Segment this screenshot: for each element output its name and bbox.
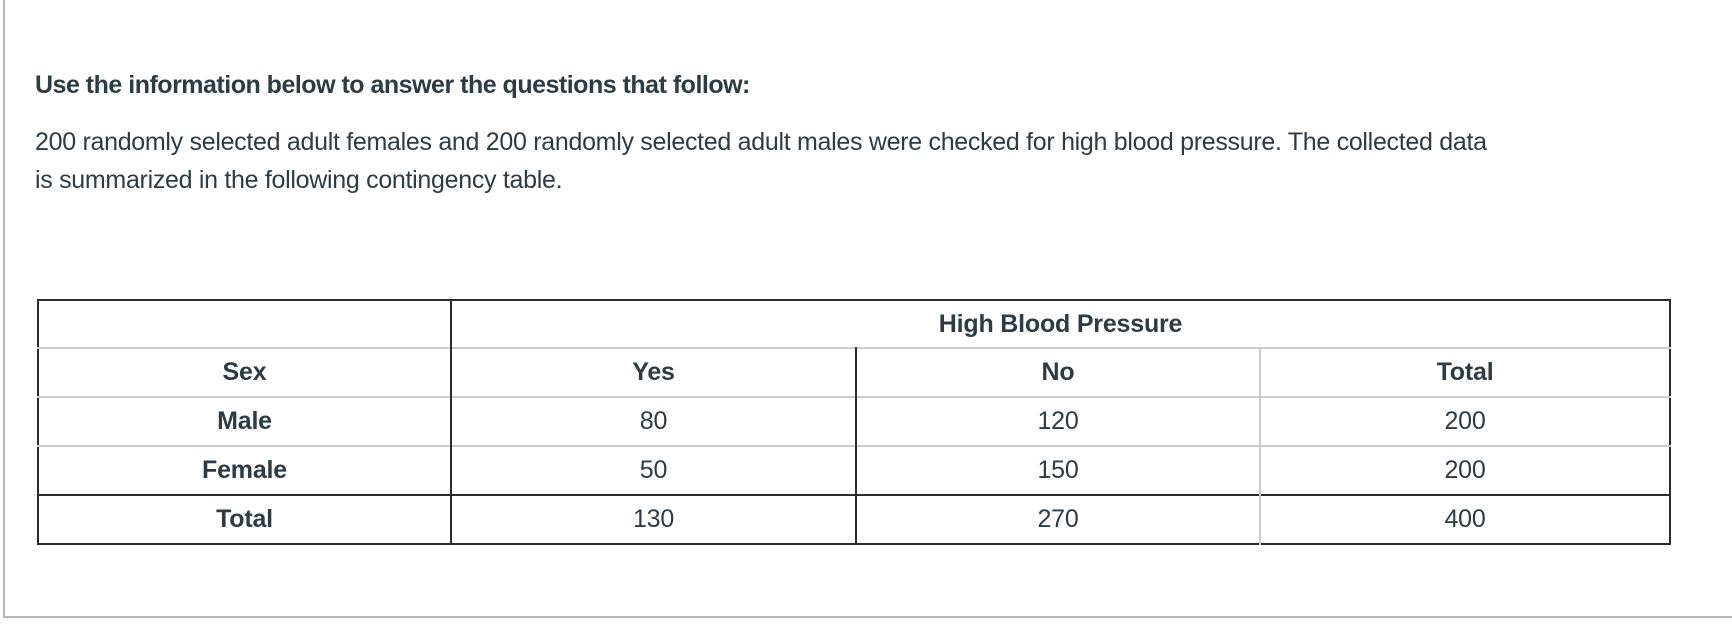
paragraph-line-2: is summarized in the following contingen…	[35, 166, 563, 194]
cell-male-no: 120	[856, 396, 1261, 446]
content-frame-bottom-border	[3, 616, 1732, 618]
question-instructions-heading: Use the information below to answer the …	[35, 71, 750, 99]
cell-total-no: 270	[856, 494, 1261, 544]
cell-male-total: 200	[1260, 396, 1671, 446]
table-corner-empty-cell	[38, 300, 452, 348]
cell-female-yes: 50	[451, 445, 857, 495]
cell-female-total: 200	[1260, 445, 1671, 495]
cell-total-yes: 130	[451, 494, 857, 544]
row-label-total: Total	[38, 494, 452, 544]
cell-male-yes: 80	[451, 396, 857, 446]
row-label-male: Male	[38, 396, 452, 446]
table-row-male: Male 80 120 200	[38, 396, 1671, 446]
table-row-span-header: High Blood Pressure	[38, 300, 1670, 348]
paragraph-line-1: 200 randomly selected adult females and …	[35, 128, 1487, 156]
column-header-total: Total	[1260, 347, 1671, 397]
column-header-no: No	[856, 347, 1261, 397]
contingency-table: High Blood Pressure Sex Yes No Total Mal…	[37, 299, 1672, 545]
content-frame-left-border	[3, 0, 5, 617]
table-header-row: Sex Yes No Total	[38, 347, 1671, 397]
span-header-cell: High Blood Pressure	[938, 309, 1183, 338]
table-row-total: Total 130 270 400	[38, 494, 1671, 544]
column-header-sex: Sex	[38, 347, 452, 397]
cell-total-total: 400	[1260, 494, 1671, 544]
table-row-female: Female 50 150 200	[38, 445, 1671, 495]
cell-female-no: 150	[856, 445, 1261, 495]
question-description-paragraph: 200 randomly selected adult females and …	[35, 123, 1487, 199]
row-label-female: Female	[38, 445, 452, 495]
column-header-yes: Yes	[451, 347, 857, 397]
